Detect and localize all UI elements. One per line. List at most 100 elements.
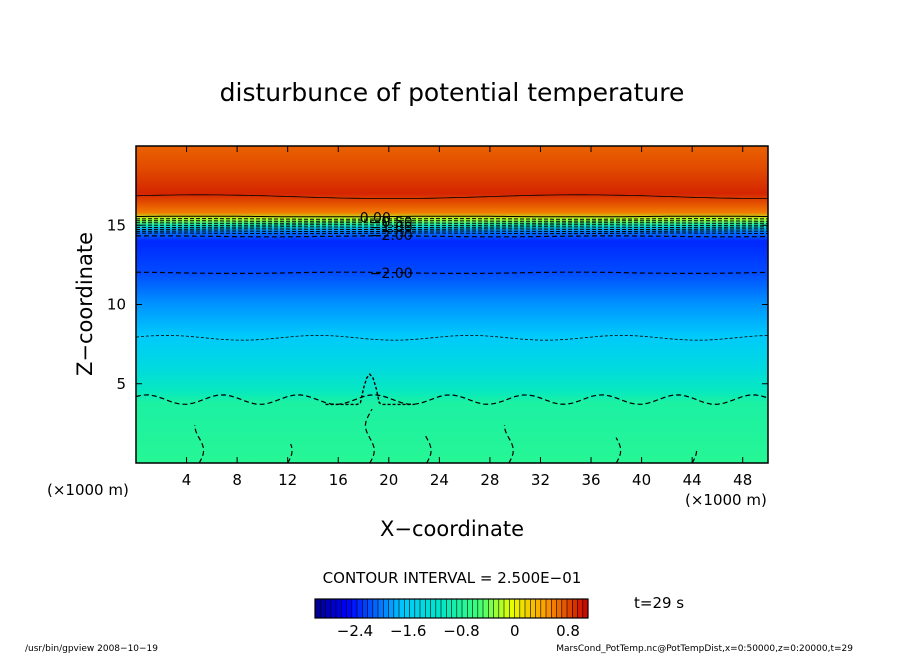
y-axis-ticks: 5 10 15 <box>107 216 768 393</box>
colorbar-cell <box>383 599 389 618</box>
contour-line <box>287 443 293 463</box>
x-tick-label: 28 <box>480 471 499 489</box>
contour-line <box>364 408 375 463</box>
contour-label: −2.00 <box>370 228 413 244</box>
colorbar-cell <box>483 599 489 618</box>
colorbar-cell <box>567 599 573 618</box>
colorbar-cell <box>509 599 515 618</box>
colorbar-cell <box>467 599 473 618</box>
colorbar-ticks: −2.4 −1.6 −0.8 0 0.8 <box>337 622 580 640</box>
contour-line <box>136 235 768 238</box>
x-tick-label: 16 <box>329 471 348 489</box>
colorbar-cell <box>456 599 463 618</box>
colorbar-cell <box>446 599 452 618</box>
y-tick-label: 15 <box>107 216 126 234</box>
colorbar-cell <box>546 599 552 618</box>
colorbar-cell <box>488 599 494 618</box>
colorbar-cell <box>577 599 584 618</box>
x-tick-label: 8 <box>232 471 242 489</box>
contour-line <box>503 424 514 463</box>
contour-label: −2.00 <box>370 266 413 282</box>
colorbar-cell <box>535 599 542 618</box>
x-tick-label: 48 <box>733 471 752 489</box>
x-tick-label: 4 <box>182 471 192 489</box>
contour-line <box>136 394 768 405</box>
footer-left: /usr/bin/gpview 2008−10−19 <box>25 644 158 654</box>
contour-line <box>136 224 768 226</box>
colorbar-cell <box>367 599 374 618</box>
colorbar-cell <box>530 599 536 618</box>
colorbar-tick-label: −1.6 <box>390 622 426 640</box>
colorbar-cell <box>504 599 510 618</box>
colorbar-cell <box>519 599 526 618</box>
contour-line <box>194 424 205 463</box>
colorbar-cell <box>477 599 484 618</box>
colorbar-cell <box>388 599 395 618</box>
colorbar-cell <box>441 599 447 618</box>
colorbar-cell <box>325 599 332 618</box>
x-tick-label: 40 <box>632 471 651 489</box>
contour-line <box>615 437 622 463</box>
colorbar-cell <box>399 599 405 618</box>
colorbar-cell <box>351 599 358 618</box>
x-tick-label: 32 <box>531 471 550 489</box>
contour-line <box>424 434 432 463</box>
contour-line <box>325 373 415 406</box>
contour-line <box>136 334 768 341</box>
contour-lines <box>136 194 768 463</box>
x-axis-label: X−coordinate <box>380 517 524 541</box>
contour-line <box>136 220 768 222</box>
colorbar-tick-label: 0 <box>510 622 520 640</box>
contour-line <box>136 232 768 235</box>
contour-label: −1.00 <box>370 220 413 236</box>
colorbar-cell <box>435 599 442 618</box>
colorbar-tick-label: −2.4 <box>337 622 373 640</box>
x-tick-label: 20 <box>379 471 398 489</box>
colorbar-cell <box>498 599 505 618</box>
colorbar-cell <box>420 599 426 618</box>
contour-interval-text: CONTOUR INTERVAL = 2.500E−01 <box>323 569 582 587</box>
contour-line <box>136 271 768 274</box>
colorbar-cell <box>493 599 500 618</box>
colorbar-cell <box>472 599 479 618</box>
x-tick-label: 24 <box>430 471 449 489</box>
chart-title: disturbunce of potential temperature <box>220 78 685 107</box>
colorbar-cell <box>425 599 431 618</box>
colorbar-cell <box>556 599 563 618</box>
y-tick-label: 5 <box>116 375 126 393</box>
colorbar-cell <box>525 599 531 618</box>
time-label: t=29 s <box>634 594 684 612</box>
colorbar-cell <box>315 599 321 618</box>
contour-line <box>136 230 768 233</box>
footer-right: MarsCond_PotTemp.nc@PotTempDist,x=0:5000… <box>556 644 853 654</box>
colorbar-cell <box>362 599 368 618</box>
colorbar-cell <box>430 599 437 618</box>
colorbar-cell <box>561 599 568 618</box>
y-axis-label: Z−coordinate <box>73 232 97 376</box>
contour-line <box>136 222 768 224</box>
contour-line <box>136 194 768 200</box>
x-tick-label: 36 <box>581 471 600 489</box>
colorbar-cell <box>393 599 400 618</box>
contour-label: −0.50 <box>370 215 413 231</box>
contour-line <box>136 218 768 220</box>
colorbar-cell <box>378 599 384 618</box>
colorbar-cell <box>320 599 326 618</box>
x-tick-label: 44 <box>683 471 702 489</box>
colorbar-cell <box>451 599 458 618</box>
contour-label: 0.00 <box>360 210 391 226</box>
colorbar-cell <box>330 599 337 618</box>
contour-line <box>136 228 768 230</box>
colorbar-tick-label: −0.8 <box>443 622 479 640</box>
colorbar-tick-label: 0.8 <box>556 622 580 640</box>
y-tick-label: 10 <box>107 296 126 314</box>
contour-line <box>136 226 768 228</box>
colorbar-cell <box>514 599 521 618</box>
colorbar-cell <box>346 599 353 618</box>
plot-area: 0.00−0.50−1.00−2.00−2.00 <box>136 146 768 463</box>
colorbar-cell <box>404 599 410 618</box>
x-axis-ticks: 4 8 12 16 20 24 28 32 36 40 44 48 <box>182 146 752 489</box>
colorbar-frame <box>314 598 589 619</box>
colorbar <box>314 598 589 619</box>
